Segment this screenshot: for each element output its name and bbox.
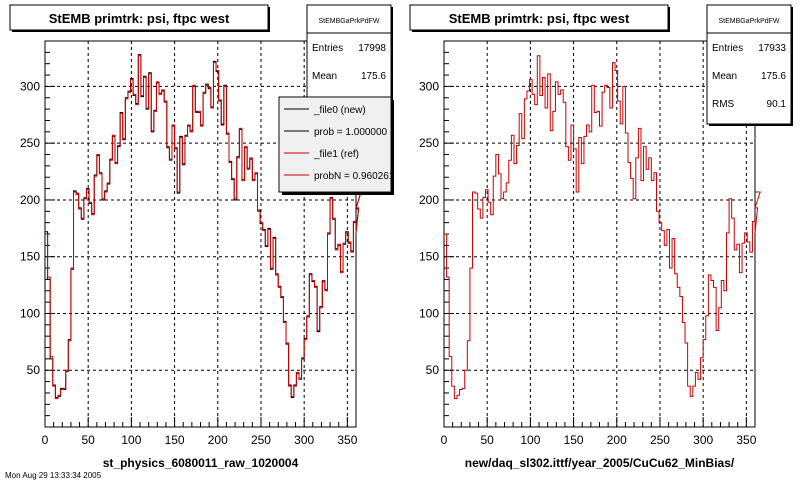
stats-name: StEMBGaPrkPdFW (718, 18, 779, 25)
panel-1: 0 50 100 150 200 250 300 350 50 100 150 200 250 300 st… (9, 4, 395, 470)
y-axis: 50 100 150 200 250 300 (20, 40, 55, 417)
y-tick-label: 100 (20, 306, 40, 320)
footer-timestamp: Mon Aug 29 13:33:34 2005 (5, 471, 102, 480)
y-tick-label: 250 (419, 136, 439, 150)
series-line-1 (444, 55, 761, 400)
grid (45, 41, 356, 427)
x-tick-label: 150 (165, 433, 185, 447)
x-tick-label: 50 (82, 433, 96, 447)
grid (444, 41, 755, 427)
y-axis: 50 100 150 200 250 300 (419, 40, 454, 417)
x-tick-label: 200 (208, 433, 228, 447)
y-tick-label: 50 (426, 363, 440, 377)
stats-frame (306, 4, 392, 107)
x-tick-label: 50 (481, 433, 495, 447)
x-axis: 0 50 100 150 200 250 300 350 (42, 417, 358, 447)
stats-name: StEMBGaPrkPdFW (318, 18, 379, 25)
legend-label: probN = 0.960261 (314, 171, 395, 182)
y-tick-label: 200 (20, 193, 40, 207)
legend-label: prob = 1.000000 (314, 127, 388, 138)
legend-label: _file1 (ref) (313, 149, 359, 160)
title-frame (9, 4, 269, 31)
chart-title: StEMB primtrk: psi, ftpc west (449, 11, 630, 26)
stats-label: Mean (312, 71, 337, 82)
y-tick-label: 150 (20, 250, 40, 264)
stats-value: 17998 (358, 43, 386, 54)
x-axis-title: new/daq_sl302.ittf/year_2005/CuCu62_MinB… (465, 456, 735, 470)
y-tick-label: 100 (419, 306, 439, 320)
y-tick-label: 300 (20, 79, 40, 93)
x-axis: 0 50 100 150 200 250 300 350 (441, 417, 757, 447)
x-tick-label: 100 (121, 433, 141, 447)
x-tick-label: 0 (42, 433, 49, 447)
stats-value: 17933 (758, 43, 786, 54)
legend: _file0 (new) prob = 1.000000 _file1 (ref) p… (278, 96, 395, 195)
stats-label: Mean (712, 71, 737, 82)
panel-2: 0 50 100 150 200 250 300 350 50 100 150 200 250 300 ne… (409, 4, 793, 470)
stats-value: 175.6 (761, 71, 786, 82)
chart-title: StEMB primtrk: psi, ftpc west (49, 11, 230, 26)
x-tick-label: 150 (564, 433, 584, 447)
stats-box: StEMBGaPrkPdFW Entries 17933 Mean 175.6 RMS 90… (706, 4, 793, 126)
y-tick-label: 50 (27, 363, 41, 377)
x-tick-label: 350 (736, 433, 756, 447)
x-axis-title: st_physics_6080011_raw_1020004 (103, 456, 299, 470)
stats-label: RMS (712, 99, 735, 110)
stats-label: Entries (312, 43, 343, 54)
x-tick-label: 250 (650, 433, 670, 447)
y-tick-label: 250 (20, 136, 40, 150)
stats-frame (706, 4, 792, 125)
x-tick-label: 350 (337, 433, 357, 447)
title-frame (409, 4, 669, 31)
x-tick-label: 200 (607, 433, 627, 447)
stats-value: 175.6 (361, 71, 386, 82)
stats-value: 90.1 (767, 99, 787, 110)
x-tick-label: 300 (294, 433, 314, 447)
x-tick-label: 100 (520, 433, 540, 447)
y-tick-label: 200 (419, 193, 439, 207)
y-tick-label: 150 (419, 250, 439, 264)
legend-label: _file0 (new) (313, 105, 366, 116)
title-box: StEMB primtrk: psi, ftpc west (9, 4, 270, 32)
title-box: StEMB primtrk: psi, ftpc west (409, 4, 670, 32)
x-tick-label: 0 (441, 433, 448, 447)
x-tick-label: 250 (251, 433, 271, 447)
stats-label: Entries (712, 43, 743, 54)
series-line-2 (45, 55, 362, 400)
y-tick-label: 300 (419, 79, 439, 93)
stats-box: StEMBGaPrkPdFW Entries 17998 Mean 175.6 (306, 4, 393, 108)
x-tick-label: 300 (693, 433, 713, 447)
